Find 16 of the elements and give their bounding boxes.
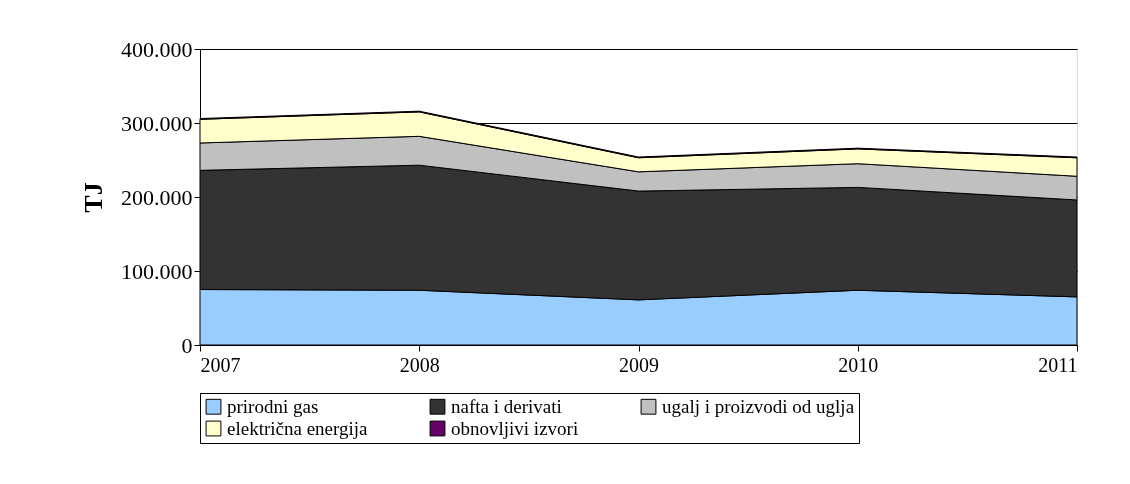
y-tick-label: 100.000 bbox=[121, 258, 193, 284]
x-tick-label: 2011 bbox=[1038, 353, 1078, 376]
y-axis-title: TJ bbox=[79, 182, 108, 213]
x-tick-label: 2010 bbox=[838, 353, 879, 376]
legend-label: obnovljivi izvori bbox=[451, 417, 579, 439]
x-tick-label: 2007 bbox=[200, 353, 241, 376]
legend-label: prirodni gas bbox=[227, 395, 319, 417]
legend-label: nafta i derivati bbox=[451, 395, 562, 417]
y-tick-label: 200.000 bbox=[121, 184, 193, 210]
y-tick-label: 400.000 bbox=[121, 36, 193, 62]
x-tick-label: 2009 bbox=[619, 353, 659, 376]
y-tick-label: 300.000 bbox=[121, 110, 193, 136]
y-tick-label: 0 bbox=[181, 332, 193, 358]
legend-label: ugalj i proizvodi od uglja bbox=[662, 395, 855, 417]
legend-label: električna energija bbox=[227, 417, 369, 439]
x-tick-label: 2008 bbox=[399, 353, 440, 376]
